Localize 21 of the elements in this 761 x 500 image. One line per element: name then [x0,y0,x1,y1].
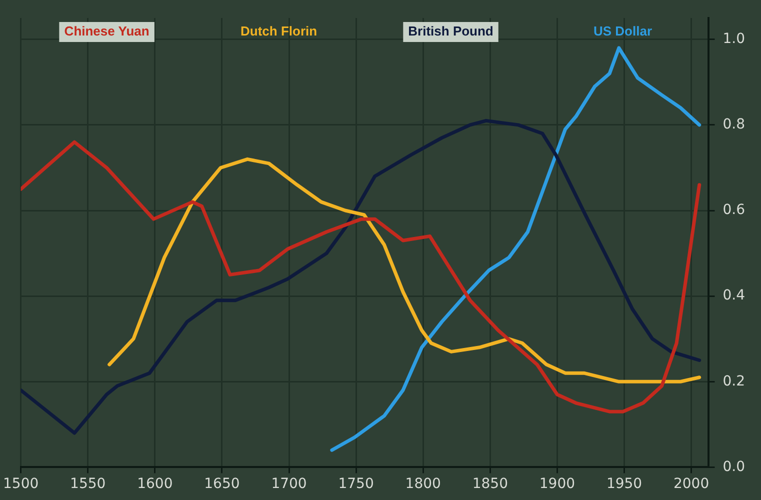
y-tick-label: 0.6 [722,202,746,218]
y-tick-label: 0.2 [722,373,745,390]
x-tick-label: 1500 [2,476,39,492]
x-tick-label: 1750 [338,476,374,492]
y-tick-label: 0.0 [722,458,745,475]
series-label: US Dollar [593,24,652,39]
x-tick-label: 1900 [539,476,576,492]
text: Chinese Yuan [64,24,150,39]
x-tick-label: 1700 [271,476,307,492]
x-tick-label: 1650 [204,476,240,492]
x-tick-label: 1800 [405,476,441,492]
y-tick-label: 1.0 [722,31,745,48]
x-tick-label: 1600 [137,476,173,492]
x-tick-label: 1550 [70,476,106,492]
text: British Pound [408,24,494,39]
x-tick-label: 1850 [472,476,508,492]
x-tick-label: 2000 [673,476,710,492]
y-tick-label: 0.4 [722,288,746,304]
text: Dutch Florin [240,24,318,39]
x-tick-label: 1950 [606,476,642,492]
y-tick-label: 0.8 [722,116,745,133]
